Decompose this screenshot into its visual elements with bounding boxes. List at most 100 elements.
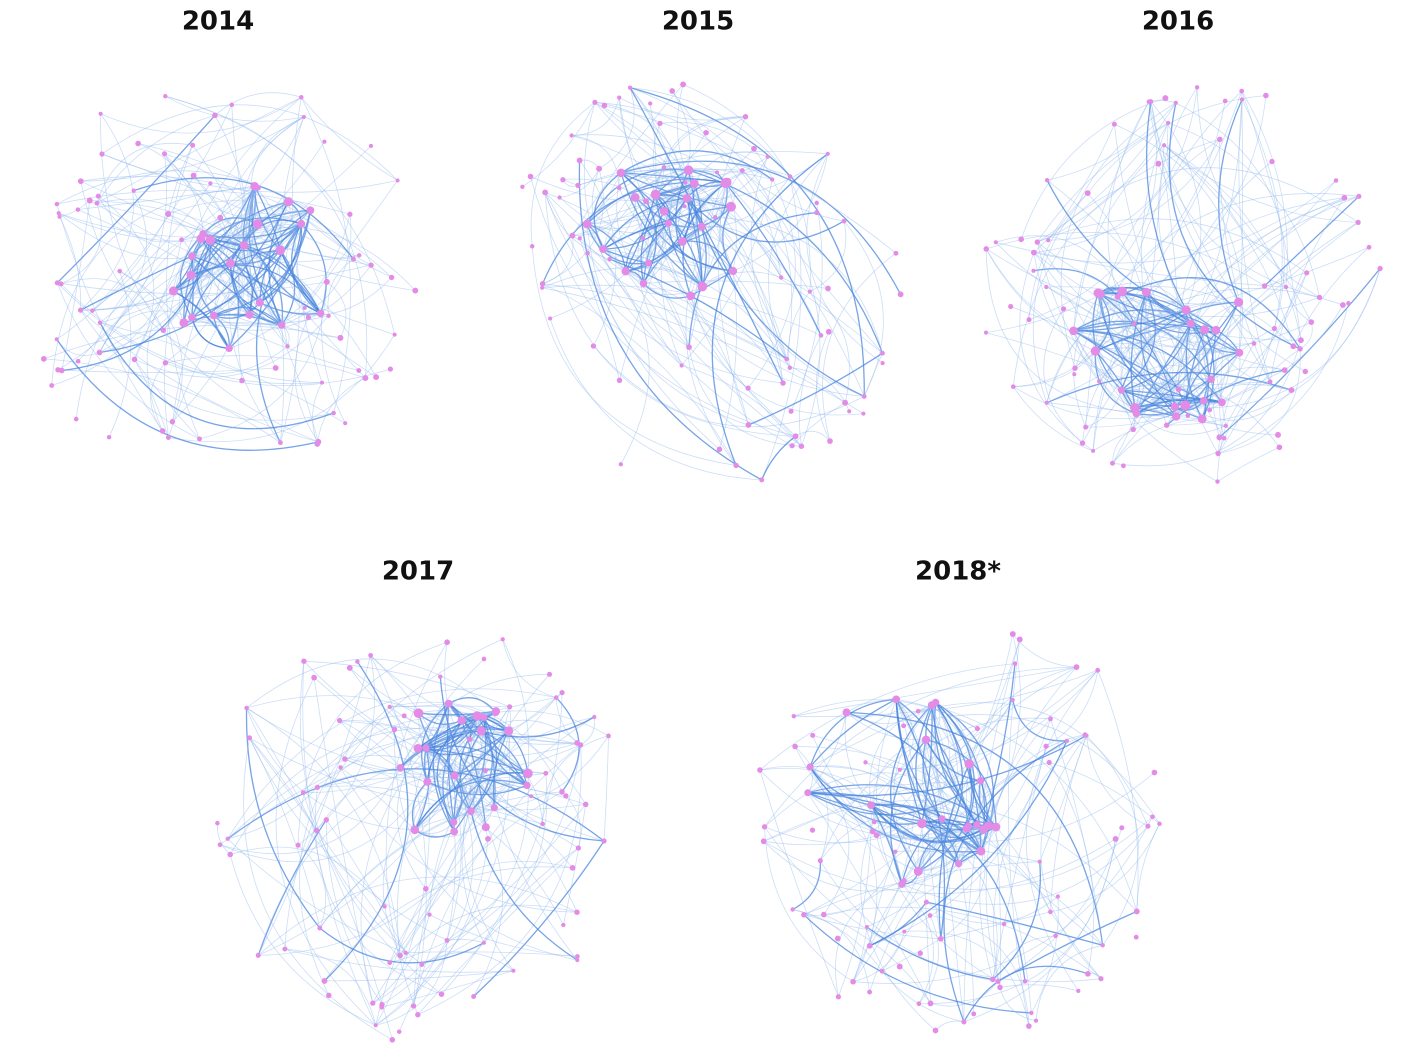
edge	[453, 697, 557, 823]
edge	[1097, 670, 1139, 912]
node	[306, 206, 315, 215]
edge	[594, 101, 784, 384]
edge	[183, 209, 311, 323]
edge	[629, 87, 673, 284]
node	[1048, 909, 1053, 915]
edge	[1241, 90, 1302, 341]
edge	[1074, 193, 1359, 369]
edge	[542, 283, 846, 404]
node	[350, 256, 356, 262]
node	[871, 819, 877, 825]
node	[810, 732, 816, 738]
edge	[866, 926, 993, 981]
node	[419, 962, 425, 967]
node	[1044, 284, 1049, 290]
edge	[1117, 296, 1240, 354]
node	[1031, 268, 1036, 273]
edge	[645, 200, 784, 384]
node	[864, 924, 869, 930]
node	[880, 361, 885, 366]
edge	[544, 192, 610, 260]
edge	[586, 178, 726, 225]
edge	[1218, 268, 1381, 438]
edge	[846, 712, 927, 741]
edge	[316, 377, 366, 445]
edge	[918, 702, 1149, 827]
node	[1090, 346, 1101, 356]
node	[553, 695, 559, 700]
edge	[648, 198, 688, 264]
node	[575, 954, 580, 959]
edge	[1092, 291, 1147, 451]
node	[56, 211, 61, 216]
node	[592, 714, 597, 720]
edge	[640, 182, 695, 284]
edge	[165, 95, 395, 335]
node	[86, 197, 93, 204]
edge	[983, 633, 1021, 830]
node	[548, 316, 553, 321]
edge	[572, 84, 684, 236]
node	[569, 865, 576, 871]
node	[338, 765, 343, 770]
node	[410, 1003, 417, 1009]
edge	[1209, 381, 1271, 411]
node	[575, 845, 582, 851]
edge	[684, 206, 710, 287]
edge	[985, 248, 1096, 352]
edge	[853, 931, 905, 983]
edge	[629, 87, 701, 348]
edge	[807, 712, 847, 793]
edge	[677, 84, 716, 218]
node	[902, 929, 907, 934]
edge	[1207, 329, 1223, 403]
edge	[963, 639, 1021, 1022]
edge	[399, 717, 485, 956]
node	[205, 235, 216, 246]
edge	[1047, 124, 1115, 241]
edge	[280, 201, 300, 443]
edge	[166, 145, 200, 440]
edge	[1073, 145, 1165, 331]
edge	[1046, 179, 1191, 324]
edge	[99, 322, 334, 430]
edge	[316, 761, 486, 831]
edge	[655, 193, 734, 272]
edge	[1217, 303, 1349, 454]
node	[450, 827, 459, 836]
edge	[344, 758, 543, 825]
edge	[931, 704, 982, 852]
node	[697, 222, 706, 231]
edge	[1037, 241, 1239, 305]
edge	[1095, 138, 1221, 352]
edge	[476, 715, 578, 961]
edge	[227, 768, 605, 842]
edge	[417, 847, 579, 1015]
node	[607, 256, 612, 262]
node	[1033, 1018, 1039, 1023]
node	[751, 145, 757, 152]
edge	[742, 170, 845, 222]
edge	[793, 666, 1077, 717]
node	[1010, 697, 1015, 703]
node	[601, 102, 608, 109]
edge	[441, 692, 563, 995]
edge	[966, 762, 1050, 829]
edge	[1120, 90, 1242, 391]
edge	[917, 825, 969, 872]
edge	[470, 717, 498, 812]
edge	[925, 739, 997, 828]
edge	[502, 639, 557, 698]
edge	[1033, 252, 1285, 371]
edge	[165, 95, 304, 122]
edge	[1046, 179, 1147, 293]
node	[917, 950, 923, 956]
node	[1239, 88, 1245, 94]
node	[1031, 249, 1037, 256]
edge	[822, 252, 897, 442]
node	[841, 218, 847, 224]
edge	[56, 338, 319, 451]
edge	[257, 769, 546, 956]
node	[1133, 908, 1140, 915]
edge	[259, 223, 302, 303]
